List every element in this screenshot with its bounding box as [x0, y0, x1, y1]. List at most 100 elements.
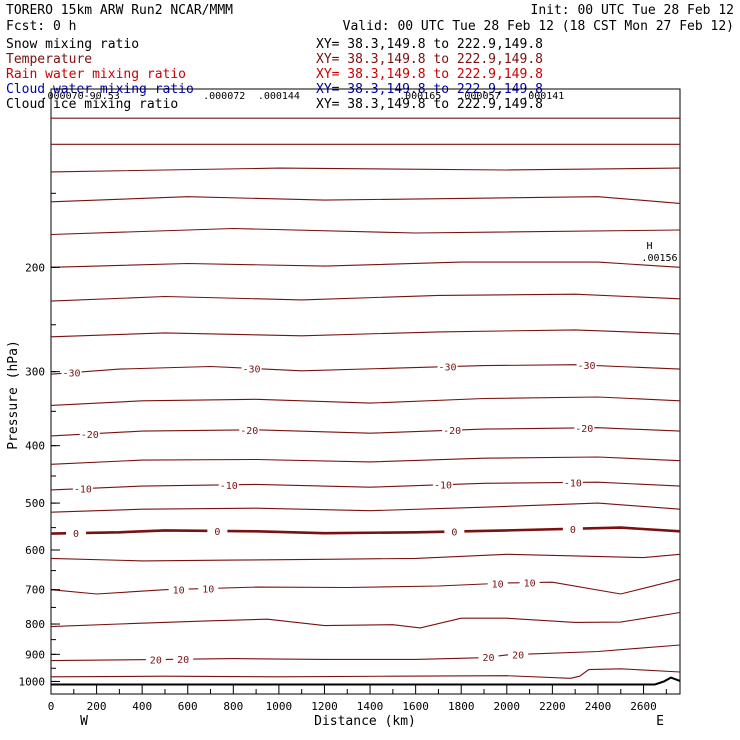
isotherm-label: 0	[570, 525, 576, 536]
y-tick-label: 800	[25, 618, 45, 631]
ice-value-label: .000165	[399, 91, 441, 102]
isotherm-label: 20	[483, 653, 495, 664]
cloud-ice-value-labels: .000070-90.53 .000072 .000144 .000165 .00005…	[41, 91, 564, 102]
y-tick-label: 1000	[19, 675, 46, 688]
legend-label: Temperature	[6, 52, 92, 67]
isotherm-label-gap	[241, 362, 262, 375]
isotherm-label: -30	[439, 363, 457, 374]
isotherm-label-gap	[198, 582, 219, 595]
isotherm-label: 0	[73, 529, 79, 540]
x-tick-label: 1400	[357, 700, 384, 713]
isotherm-label: -30	[243, 364, 261, 375]
isotherm-label-gap	[61, 366, 82, 379]
ice-value-label: .000057	[458, 91, 500, 102]
isotherm-label: -30	[62, 369, 80, 380]
isotherm-label-gap	[437, 360, 458, 373]
isotherm-line	[50, 167, 681, 173]
isotherm-label: 10	[173, 585, 185, 596]
isotherm-line	[50, 502, 681, 513]
isotherm-line	[50, 456, 681, 465]
isotherm-label-gap	[444, 525, 465, 538]
x-end-label-west: W	[80, 714, 88, 729]
y-axis-label: Pressure (hPa)	[6, 340, 21, 450]
x-tick-label: 2400	[585, 700, 612, 713]
isotherm-line	[50, 293, 681, 302]
x-tick-label: 1800	[448, 700, 475, 713]
x-end-label-east: E	[656, 714, 664, 729]
isotherm-label-gap	[145, 653, 166, 666]
isotherm-line	[50, 329, 681, 338]
max-marker-letter: H	[646, 241, 652, 252]
isotherm-label-gap	[519, 576, 540, 589]
legend-label: Snow mixing ratio	[6, 37, 139, 52]
isotherm-label-gap	[576, 359, 597, 372]
isotherm-line	[50, 227, 681, 236]
isotherm-label: -20	[575, 424, 593, 435]
isotherm-label-gap	[173, 653, 194, 666]
x-axis: 0 200 400 600 800 1000 1200 1400 1600 1800 2000 220…	[48, 685, 667, 713]
y-tick-label: 600	[25, 544, 45, 557]
isotherm-label-gap	[442, 424, 463, 437]
isotherm-label: 10	[492, 579, 504, 590]
plot-frame	[50, 88, 681, 695]
y-tick-label: 200	[25, 261, 45, 274]
x-tick-label: 1600	[402, 700, 429, 713]
isotherm-line	[50, 578, 681, 595]
x-tick-label: 0	[48, 700, 55, 713]
isotherm-label: -10	[74, 485, 92, 496]
isotherm-line	[50, 553, 681, 562]
isotherm-line	[50, 364, 681, 375]
isotherm-label-gap	[487, 577, 508, 590]
terrain-profile	[51, 676, 681, 686]
x-tick-label: 600	[178, 700, 198, 713]
isotherm-label: -20	[443, 426, 461, 437]
isotherm-line	[50, 396, 681, 406]
isotherm-line	[50, 611, 681, 629]
isotherm-label: 0	[451, 527, 457, 538]
model-title: TORERO 15km ARW Run2 NCAR/MMM	[6, 3, 233, 18]
x-axis-label: Distance (km)	[314, 714, 416, 729]
temperature-contours: -30 -30 -30 -30 -20 -20 -20 -20 -10 -10 -10 -10 0 0 0 0…	[50, 117, 681, 679]
isotherm-label-gap	[218, 478, 239, 491]
isotherm-label: 0	[214, 527, 220, 538]
isotherm-label: -20	[81, 430, 99, 441]
forecast-hour: Fcst: 0 h	[6, 19, 76, 34]
ice-value-label: .000141	[522, 91, 564, 102]
isotherm-label: -10	[220, 481, 238, 492]
isotherm-label-gap	[562, 476, 583, 489]
isotherm-label: -20	[240, 426, 258, 437]
isotherm-label-gap	[72, 482, 93, 495]
isotherm-label: 20	[150, 656, 162, 667]
isotherm-label-gap	[168, 583, 189, 596]
isotherm-label: -10	[434, 481, 452, 492]
isotherm-line	[50, 644, 681, 662]
valid-time: Valid: 00 UTC Tue 28 Feb 12 (18 CST Mon …	[343, 19, 734, 34]
isotherm-label-gap	[574, 421, 595, 434]
isotherm-line	[50, 261, 681, 268]
isotherm-label: 20	[512, 650, 524, 661]
isotherm-label: -10	[564, 478, 582, 489]
isotherm-label: 10	[524, 579, 536, 590]
legend-label: Rain water mixing ratio	[6, 67, 186, 82]
legend-xy-range: XY= 38.3,149.8 to 222.9,149.8	[316, 67, 543, 82]
y-tick-label: 900	[25, 648, 45, 661]
isotherm-label-gap	[432, 478, 453, 491]
x-tick-label: 1000	[266, 700, 293, 713]
x-tick-label: 200	[87, 700, 107, 713]
x-tick-label: 1200	[311, 700, 338, 713]
ice-value-label: .000144	[258, 91, 300, 102]
isotherm-label: -30	[578, 361, 596, 372]
y-tick-label: 500	[25, 497, 45, 510]
x-tick-label: 2200	[539, 700, 566, 713]
ice-value-label: .000072	[203, 91, 245, 102]
isotherm-line	[50, 526, 681, 535]
isotherm-line	[50, 427, 681, 437]
isotherm-label-gap	[79, 427, 100, 440]
isotherm-label-gap	[508, 648, 529, 661]
isotherm-label: 10	[202, 584, 214, 595]
isotherm-label-gap	[66, 527, 87, 540]
isotherm-line	[50, 196, 681, 204]
isotherm-line	[50, 481, 681, 491]
max-marker-value: .00156	[641, 253, 677, 264]
